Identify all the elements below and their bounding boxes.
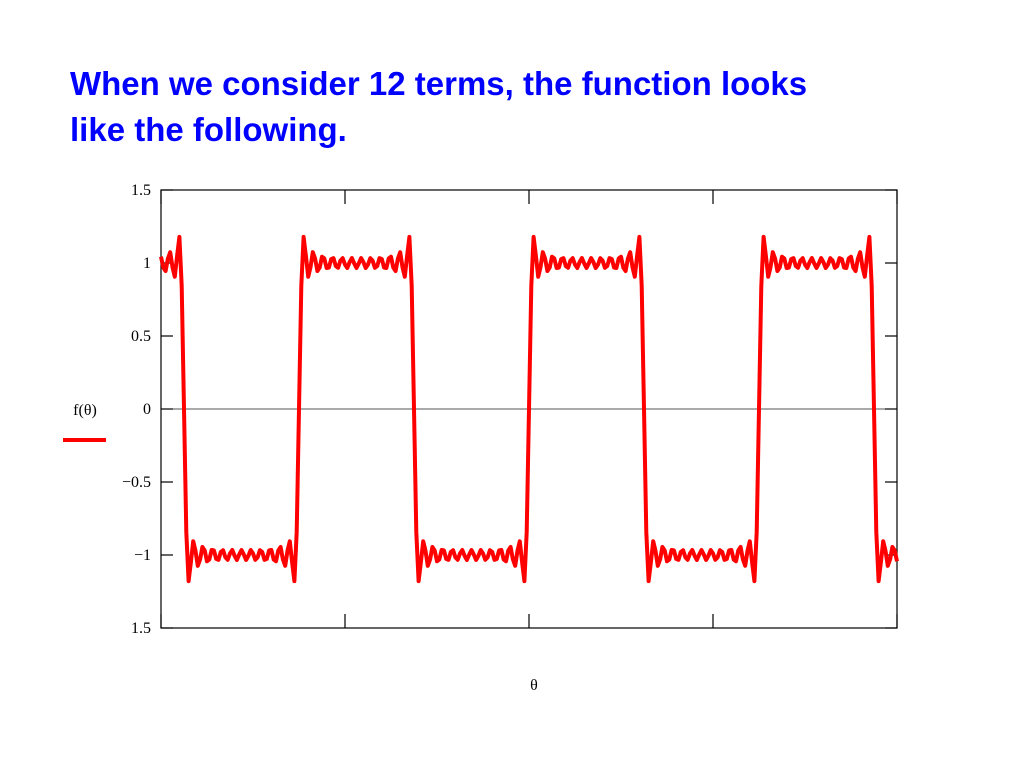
y-tick-label: −0.5 [122,474,151,491]
title-line: like the following. [70,111,347,148]
legend-label: f(θ) [73,402,97,419]
y-tick-label: 1.5 [131,182,151,199]
y-tick-label: −1 [134,547,151,564]
title-line: When we consider 12 terms, the function … [70,65,807,102]
y-tick-label: 0.5 [131,328,151,345]
y-tick-label: 1.5 [131,620,151,637]
x-axis-label: θ [530,677,538,694]
y-tick-label: 0 [143,401,151,418]
y-tick-label: 1 [143,255,151,272]
data-line [159,234,899,584]
